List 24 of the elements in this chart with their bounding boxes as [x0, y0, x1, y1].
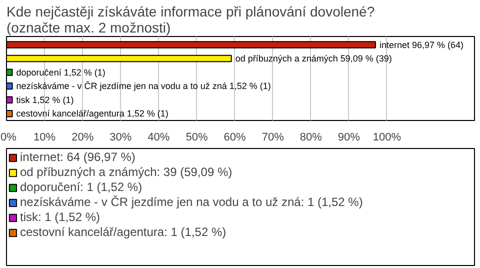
data-label: tisk 1,52 % (1) — [16, 94, 74, 105]
x-tick-label: 100% — [372, 132, 402, 144]
data-label: nezískáváme - v ČR jezdíme jen na vodu a to už zná 1,52 % (1) — [16, 81, 271, 92]
x-tick-label: 30% — [110, 132, 132, 144]
x-tick-label: 60% — [224, 132, 246, 144]
legend-label: tisk: 1 (1,52 %) — [20, 210, 100, 224]
x-tick-label: 40% — [148, 132, 170, 144]
legend-label: nezískáváme - v ČR jezdíme jen na vodu a to už zná: 1 (1,52 %) — [20, 195, 363, 209]
x-tick-label: 90% — [338, 132, 360, 144]
legend-label: internet: 64 (96,97 %) — [20, 150, 136, 164]
x-tick-label: 10% — [34, 132, 56, 144]
data-label: doporučení 1,52 % (1) — [16, 67, 106, 78]
chart-title: Kde nejčastěji získáváte informace při plánování dovolené? (označte max. 2 možnosti) — [6, 4, 375, 36]
x-tick-label: 0% — [0, 132, 17, 144]
legend-label: od příbuzných a známých: 39 (59,09 %) — [20, 165, 232, 179]
x-tick-label: 50% — [186, 132, 208, 144]
data-label: od příbuzných a známých 59,09 % (39) — [235, 54, 392, 64]
data-label: internet 96,97 % (64) — [379, 40, 464, 50]
x-tick-label: 80% — [300, 132, 322, 144]
x-tick-label: 20% — [72, 132, 94, 144]
x-tick-label: 70% — [262, 132, 284, 144]
legend-label: cestovní kancelář/agentura: 1 (1,52 %) — [20, 225, 226, 239]
data-label: cestovní kancelář/agentura 1,52 % (1) — [16, 108, 168, 119]
legend-label: doporučení: 1 (1,52 %) — [20, 180, 142, 194]
